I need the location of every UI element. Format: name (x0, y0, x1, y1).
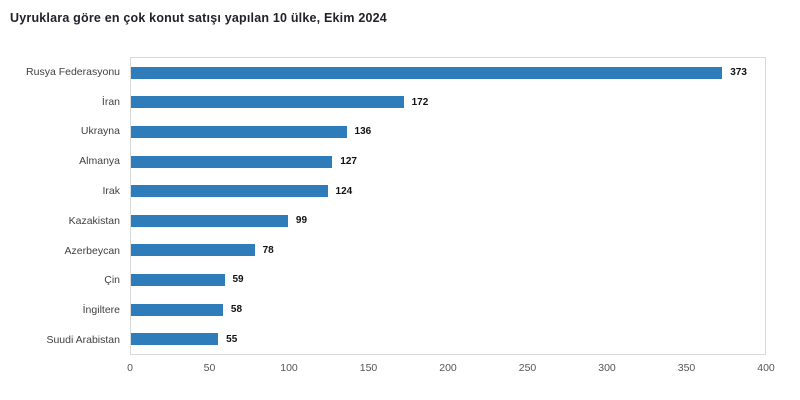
bar-row: 55 (131, 324, 765, 354)
bar (131, 185, 328, 198)
bar-row: 78 (131, 236, 765, 266)
bar-row: 58 (131, 295, 765, 325)
bar-row: 172 (131, 88, 765, 118)
x-axis-tick-label: 350 (677, 362, 696, 374)
bar-value-label: 78 (262, 244, 274, 256)
category-label: Çin (104, 274, 120, 287)
bar-value-label: 124 (335, 185, 353, 197)
x-axis-tick-label: 200 (439, 362, 457, 374)
bar-value-label: 136 (354, 126, 372, 138)
x-axis-tick-label: 100 (280, 362, 298, 374)
bar-row: 99 (131, 206, 765, 236)
x-axis-tick-label: 150 (359, 362, 378, 374)
bar (131, 244, 255, 257)
x-axis-tick-label: 0 (127, 362, 133, 374)
x-axis: 0 50 100 150 200 250 300 350 400 (127, 362, 775, 378)
bar-value-label: 59 (232, 274, 244, 286)
bar-row: 124 (131, 176, 765, 206)
category-label: İngiltere (82, 304, 120, 317)
bar-value-label: 99 (295, 215, 308, 227)
x-axis-tick-label: 400 (757, 362, 775, 374)
bar-row: 59 (131, 265, 765, 295)
bar (131, 66, 723, 79)
bar-value-label: 58 (230, 304, 243, 316)
bar-row: 136 (131, 117, 765, 147)
category-label: Almanya (79, 155, 120, 168)
category-label: İran (101, 95, 120, 108)
category-label: Rusya Federasyonu (26, 65, 120, 78)
x-axis-tick-label: 300 (598, 362, 616, 374)
bar (131, 333, 219, 346)
bar (131, 214, 288, 227)
bar-value-label: 172 (411, 96, 429, 108)
category-label: Irak (102, 185, 120, 198)
bar-row: 127 (131, 147, 765, 177)
chart-title: Uyruklara göre en çok konut satışı yapıl… (10, 11, 387, 25)
category-label: Kazakistan (68, 214, 120, 227)
category-label: Azerbeycan (64, 244, 120, 257)
bar (131, 96, 404, 109)
bar-value-label: 373 (730, 67, 747, 79)
bar (131, 303, 223, 316)
category-labels: Rusya Federasyonu İran Ukrayna Almanya Irak K… (0, 57, 120, 355)
plot-area: 373 172 136 127 124 99 78 59 58 55 (130, 57, 766, 355)
category-label: Ukrayna (80, 125, 120, 138)
bar-value-label: 127 (340, 156, 357, 168)
category-label: Suudi Arabistan (46, 334, 120, 347)
x-axis-tick-label: 50 (203, 362, 216, 374)
bar-row: 373 (131, 58, 765, 88)
bar (131, 125, 347, 138)
bar (131, 273, 225, 286)
x-axis-tick-label: 250 (518, 362, 537, 374)
bar-value-label: 55 (226, 333, 238, 345)
bar (131, 155, 333, 168)
